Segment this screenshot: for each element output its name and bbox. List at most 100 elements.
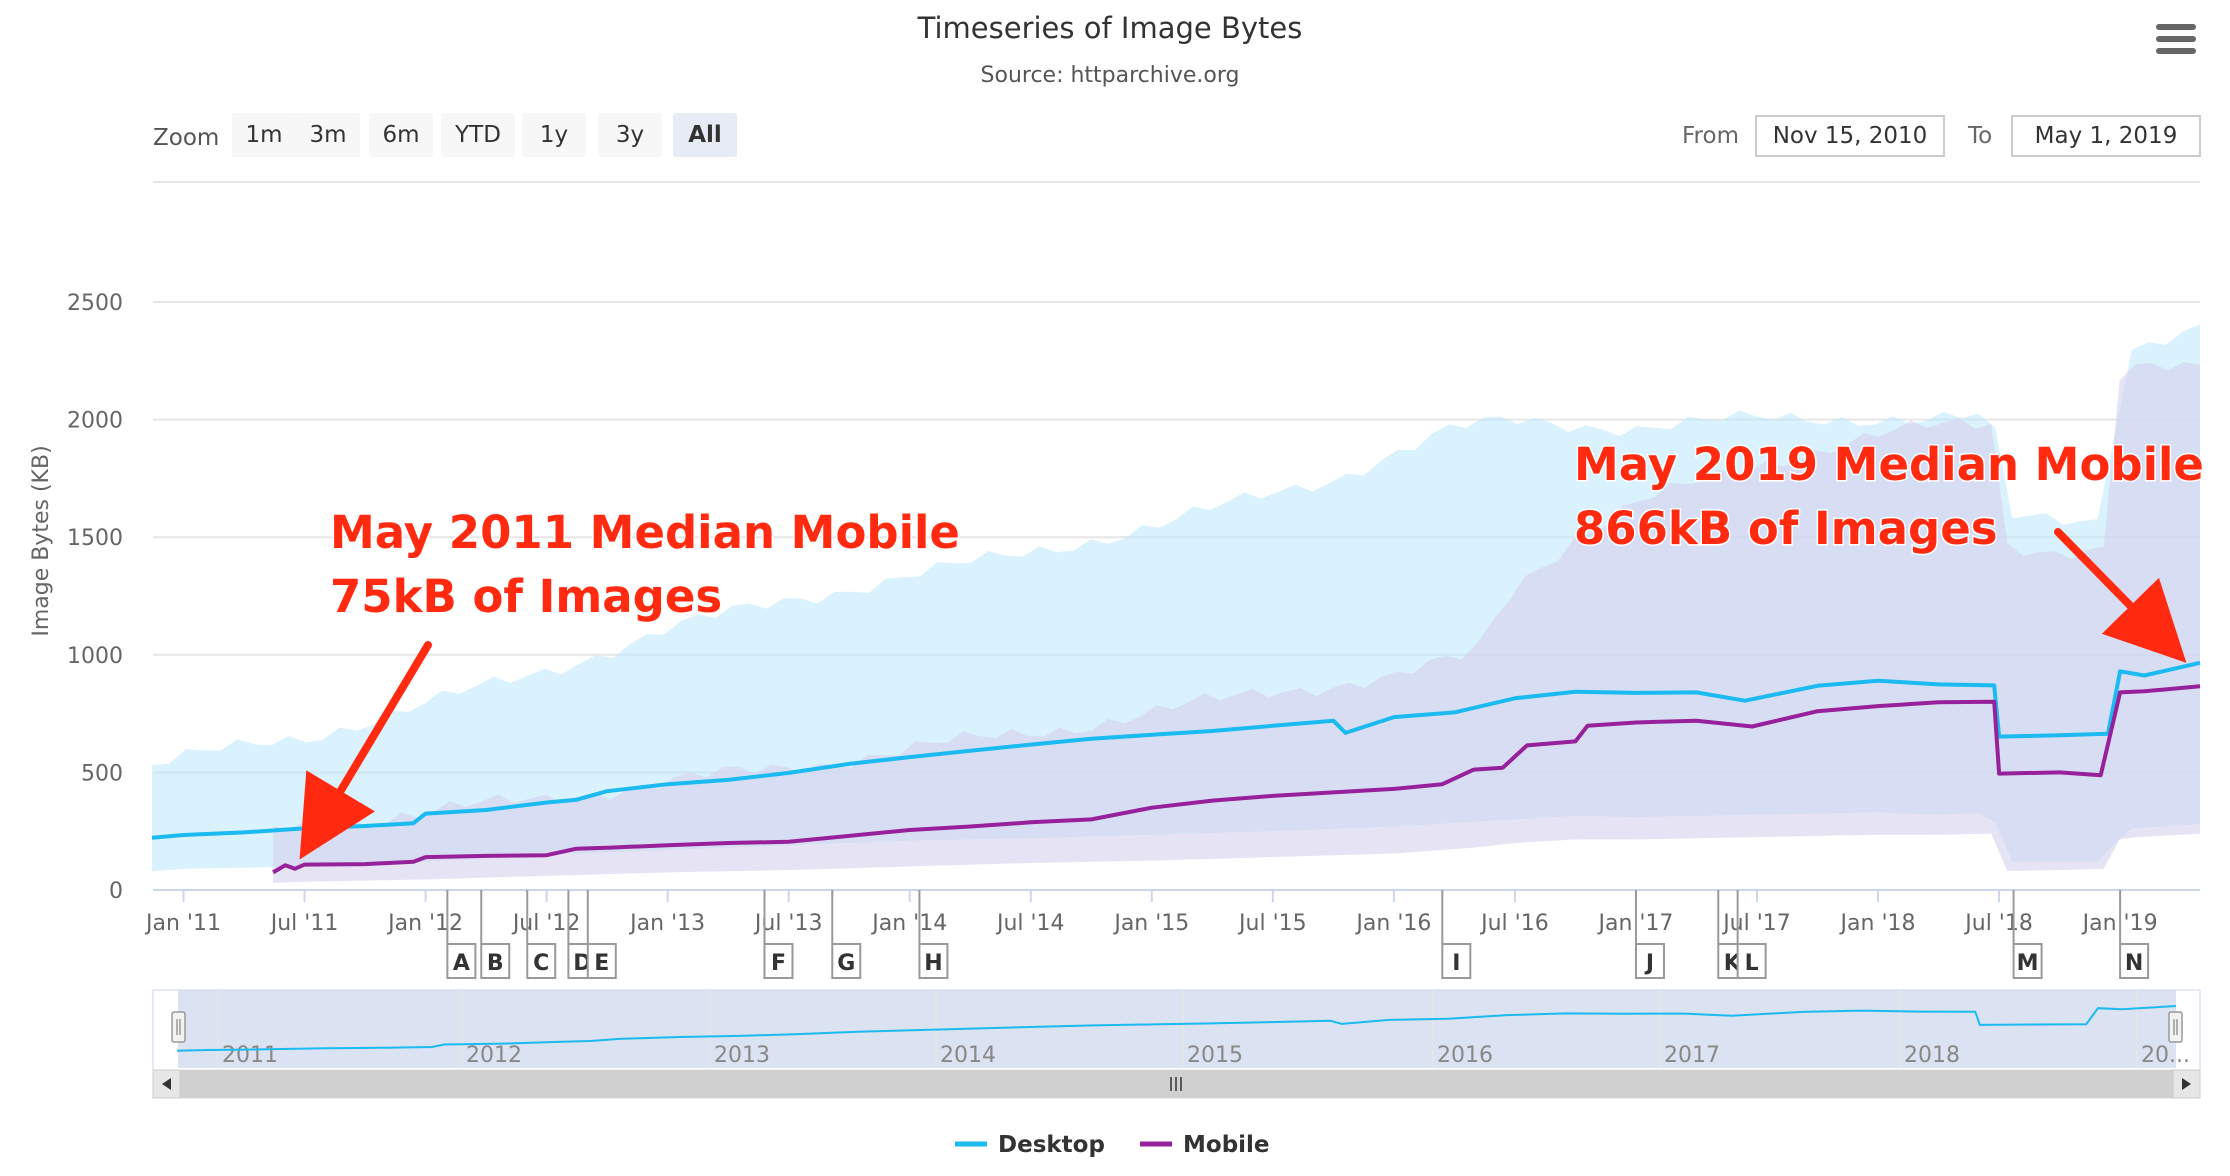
navigator-series-line — [177, 1005, 2177, 1052]
navigator[interactable]: 2011 2012 2013 2014 2015 2016 2017 2018 20... — [152, 989, 2201, 1071]
x-tick-label: Jul '12 — [511, 911, 581, 936]
zoom-button-1m[interactable]: 1m — [232, 113, 296, 157]
event-flag-label: A — [453, 951, 470, 976]
navigator-year-label: 20... — [2141, 1043, 2190, 1068]
zoom-button-all[interactable]: All — [673, 113, 737, 157]
x-tick-label: Jul '16 — [1479, 911, 1549, 936]
event-flag-e[interactable]: E — [586, 890, 617, 979]
event-flag-n[interactable]: N — [2119, 890, 2150, 979]
x-tick-label: Jan '14 — [870, 911, 947, 936]
x-tick-label: Jul '17 — [1721, 911, 1791, 936]
navigator-year-label: 2013 — [714, 1043, 770, 1068]
navigator-year-label: 2016 — [1437, 1043, 1493, 1068]
event-flag-label: I — [1452, 951, 1460, 976]
chart-menu-button[interactable] — [2150, 18, 2202, 62]
zoom-button-label: 3m — [309, 122, 346, 148]
from-date-value: Nov 15, 2010 — [1773, 123, 1928, 149]
zoom-button-label: 6m — [382, 122, 419, 148]
x-tick-label: Jan '16 — [1354, 911, 1431, 936]
event-flag-label: L — [1745, 951, 1759, 976]
x-tick-label: Jul '18 — [1963, 911, 2033, 936]
annotations: May 2011 Median Mobile 75kB of Images Ma… — [299, 437, 2205, 860]
navigator-handle-right[interactable] — [2168, 1011, 2183, 1043]
chart-subtitle: Source: httparchive.org — [981, 63, 1240, 88]
x-tick-label: Jan '11 — [144, 911, 221, 936]
zoom-button-label: 1m — [245, 122, 282, 148]
scroll-left-arrow-icon — [162, 1078, 171, 1090]
zoom-label: Zoom — [153, 125, 219, 151]
zoom-button-label: 3y — [616, 122, 644, 148]
event-flag-h[interactable]: H — [918, 890, 949, 979]
event-flag-label: H — [924, 951, 942, 976]
x-tick-label: Jan '15 — [1112, 911, 1189, 936]
event-flag-m[interactable]: M — [2012, 890, 2043, 979]
zoom-button-ytd[interactable]: YTD — [441, 113, 515, 157]
annotation-2011-line2: 75kB of Images — [330, 570, 722, 623]
zoom-button-label: 1y — [540, 122, 568, 148]
legend-item-mobile[interactable]: Mobile — [1140, 1132, 1270, 1158]
navigator-year-label: 2017 — [1664, 1043, 1720, 1068]
range-inputs: From Nov 15, 2010 To May 1, 2019 — [1682, 115, 2201, 157]
event-flag-g[interactable]: G — [831, 890, 862, 979]
event-flag-c[interactable]: C — [526, 890, 557, 979]
zoom-button-6m[interactable]: 6m — [369, 113, 433, 157]
navigator-handle-left[interactable] — [171, 1011, 186, 1043]
from-label: From — [1682, 123, 1739, 149]
event-flag-label: B — [487, 951, 504, 976]
navigator-year-label: 2018 — [1904, 1043, 1960, 1068]
series-line-desktop — [151, 660, 2201, 840]
series-lines — [151, 660, 2201, 875]
event-flag-f[interactable]: F — [763, 890, 794, 979]
scrollbar[interactable] — [152, 1069, 2201, 1099]
y-tick-label: 1000 — [67, 644, 123, 669]
event-flag-label: E — [594, 951, 609, 976]
x-tick-label: Jul '11 — [269, 911, 339, 936]
to-label: To — [1967, 123, 1992, 149]
x-tick-label: Jul '13 — [753, 911, 823, 936]
chart-title: Timeseries of Image Bytes — [917, 11, 1303, 45]
hamburger-menu-icon — [2156, 24, 2196, 30]
zoom-button-label: All — [688, 122, 722, 148]
x-axis: Jan '11 Jul '11 Jan '12 Jul '12 Jan '13 Jul '… — [144, 890, 2158, 936]
x-tick-label: Jul '15 — [1237, 911, 1307, 936]
navigator-selection[interactable] — [178, 990, 2176, 1068]
scrollbar-grip-icon — [1170, 1077, 1182, 1091]
zoom-toolbar: Zoom 1m 3m 6m YTD 1y 3y All — [153, 113, 737, 157]
event-flag-i[interactable]: I — [1441, 890, 1472, 979]
y-axis-title: Image Bytes (KB) — [29, 445, 54, 636]
series-line-mobile — [272, 684, 2201, 875]
event-flag-label: N — [2125, 951, 2143, 976]
annotation-2011-arrow — [299, 641, 432, 860]
band-mobile — [273, 362, 2201, 883]
y-tick-label: 1500 — [67, 526, 123, 551]
event-flag-l[interactable]: L — [1736, 890, 1767, 979]
event-flag-b[interactable]: B — [480, 890, 511, 979]
annotation-2019-arrow — [2054, 528, 2187, 663]
event-flag-label: F — [771, 951, 786, 976]
zoom-button-3m[interactable]: 3m — [296, 113, 360, 157]
annotation-2019-line1: May 2019 Median Mobile — [1574, 438, 2204, 491]
legend-item-desktop[interactable]: Desktop — [955, 1132, 1105, 1158]
navigator-year-label: 2012 — [466, 1043, 522, 1068]
y-tick-label: 0 — [109, 879, 123, 904]
legend-desktop-label: Desktop — [998, 1132, 1105, 1158]
x-tick-label: Jan '12 — [386, 911, 463, 936]
y-tick-label: 2000 — [67, 409, 123, 434]
x-tick-label: Jul '14 — [995, 911, 1065, 936]
y-axis: 0 500 1000 1500 2000 2500 — [67, 291, 123, 904]
navigator-year-label: 2015 — [1187, 1043, 1243, 1068]
zoom-button-3y[interactable]: 3y — [598, 113, 662, 157]
to-date-input[interactable] — [2011, 115, 2201, 157]
scroll-right-arrow-icon — [2182, 1078, 2191, 1090]
navigator-year-label: 2014 — [940, 1043, 996, 1068]
event-flag-label: C — [533, 951, 549, 976]
zoom-button-label: YTD — [454, 122, 501, 148]
to-date-value: May 1, 2019 — [2035, 123, 2178, 149]
event-flag-j[interactable]: J — [1634, 890, 1665, 979]
event-flag-a[interactable]: A — [446, 890, 477, 979]
zoom-button-1y[interactable]: 1y — [522, 113, 586, 157]
x-tick-label: Jan '13 — [628, 911, 705, 936]
range-bands — [152, 324, 2201, 883]
from-date-input[interactable] — [1755, 115, 1945, 157]
